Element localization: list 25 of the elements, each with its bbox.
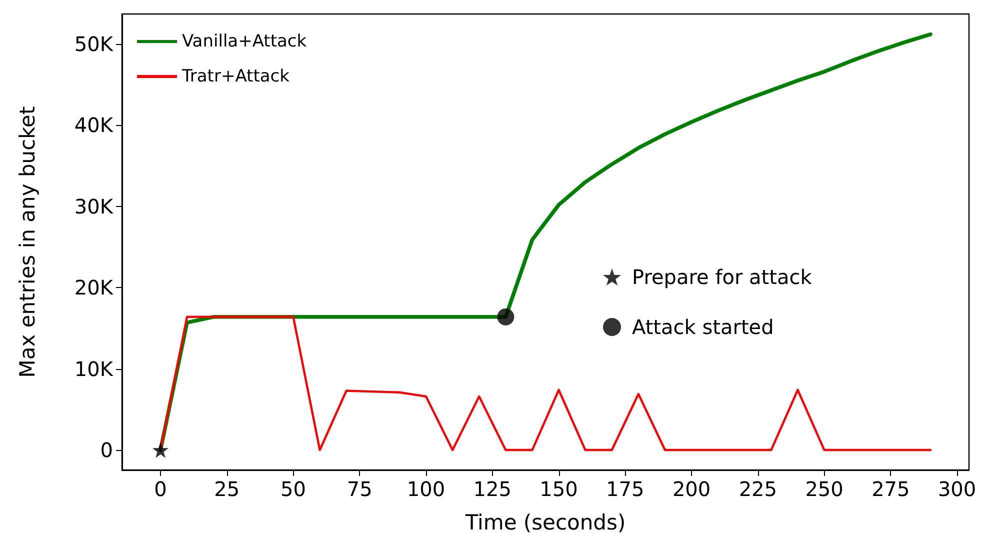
- x-tick-label: 250: [805, 477, 844, 501]
- x-tick-label: 150: [540, 477, 578, 501]
- x-tick-label: 100: [406, 477, 446, 501]
- legend-label: Attack started: [632, 315, 774, 339]
- x-tick-label: 225: [738, 477, 778, 501]
- x-tick-label: 75: [346, 477, 372, 501]
- legend-label: Vanilla+Attack: [182, 32, 307, 52]
- x-tick-label: 50: [280, 477, 306, 501]
- x-tick-label: 200: [672, 477, 711, 501]
- x-axis-title: Time (seconds): [464, 510, 626, 534]
- x-tick-label: 275: [872, 477, 910, 501]
- y-tick-label: 10K: [74, 356, 114, 381]
- x-tick-label: 300: [938, 477, 976, 501]
- x-tick-label: 0: [154, 477, 167, 501]
- y-axis-title: Max entries in any bucket: [16, 106, 40, 378]
- y-tick-label: 30K: [74, 194, 114, 218]
- legend-label: Prepare for attack: [632, 265, 812, 289]
- y-tick-label: 20K: [74, 276, 114, 300]
- x-tick-label: 175: [606, 477, 644, 501]
- legend-label: Tratr+Attack: [181, 66, 290, 86]
- y-tick-label: 50K: [74, 32, 114, 56]
- x-tick-label: 25: [214, 477, 240, 501]
- y-tick-label: 40K: [74, 113, 114, 138]
- x-tick-label: 125: [473, 477, 512, 501]
- y-tick-label: 0: [100, 438, 113, 462]
